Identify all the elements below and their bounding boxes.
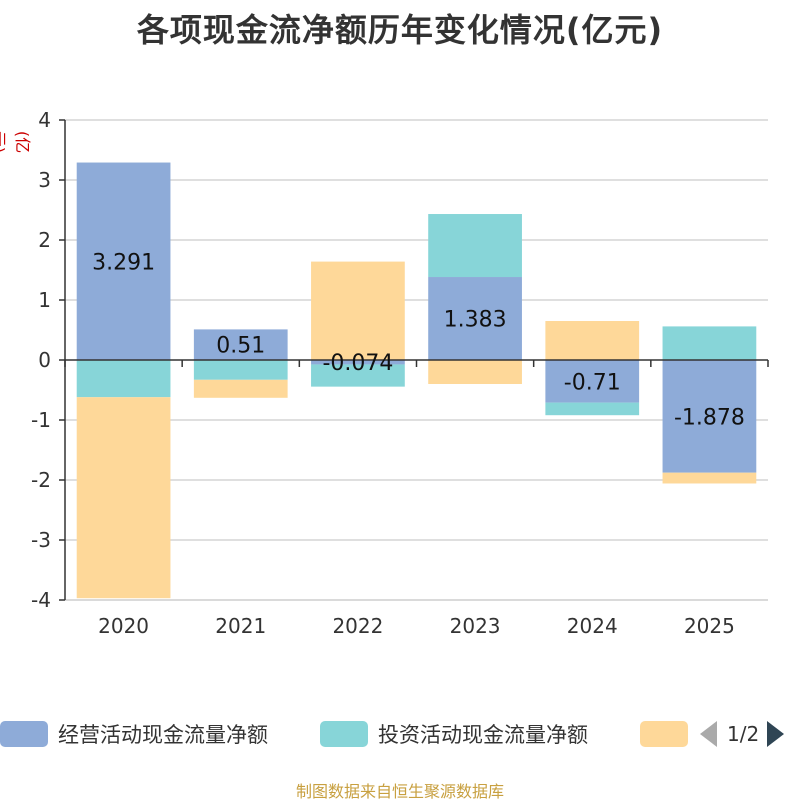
y-tick-label: 4 [38, 108, 51, 132]
grid-lines [65, 119, 768, 601]
stacked-bar-chart: 4 3 2 1 0 -1 -2 -3 -4 2020 2021 2022 2023 2024 2025 3.… [31, 108, 769, 638]
bar-2024-series-0 [545, 360, 640, 403]
x-tick-label: 2025 [684, 614, 735, 638]
x-tick-label: 2020 [98, 614, 149, 638]
legend-swatch-operating [0, 721, 48, 747]
bar-2024-series-1 [545, 402, 640, 416]
y-tick-label: -3 [31, 528, 51, 552]
legend: 经营活动现金流量净额 投资活动现金流量净额 [0, 716, 800, 756]
bar-2023-series-1 [428, 214, 522, 278]
data-label-2025: -1.878 [674, 405, 745, 430]
y-tick-label: 3 [38, 168, 51, 192]
bar-2021-series-0 [193, 329, 288, 360]
data-label-2021: 0.51 [216, 334, 265, 359]
legend-label: 经营活动现金流量净额 [58, 723, 268, 747]
bar-2022-series-1 [311, 364, 405, 387]
legend-swatch-investing [320, 721, 368, 747]
pager-next-icon[interactable] [767, 721, 785, 747]
x-tick-label: 2024 [567, 614, 618, 638]
y-tick-label: -4 [31, 588, 51, 612]
bar-2022-series-2 [311, 261, 405, 360]
bar-2024-series-2 [545, 321, 640, 360]
legend-item-operating[interactable]: 经营活动现金流量净额 [0, 716, 268, 752]
x-tick-label: 2021 [215, 614, 266, 638]
bar-2021-series-1 [193, 360, 288, 380]
y-tick-label: 0 [38, 348, 51, 372]
y-tick-label: -1 [31, 408, 51, 432]
source-note: 制图数据来自恒生聚源数据库 [295, 782, 504, 801]
bar-2025-series-0 [662, 360, 757, 473]
bar-2022-series-0 [311, 360, 405, 365]
chart-title: 各项现金流净额历年变化情况(亿元) [136, 11, 664, 49]
data-label-2022: -0.074 [322, 351, 393, 376]
x-tick-label: 2023 [450, 614, 501, 638]
legend-item-investing[interactable]: 投资活动现金流量净额 [320, 716, 588, 752]
bar-2020-series-0 [76, 162, 171, 360]
bar-2023-series-2 [428, 360, 522, 384]
bar-2025-series-1 [662, 326, 757, 360]
legend-label: 投资活动现金流量净额 [378, 723, 588, 747]
axes: 4 3 2 1 0 -1 -2 -3 -4 2020 2021 2022 2023 2024 2025 [31, 108, 769, 638]
y-tick-label: 1 [38, 288, 51, 312]
legend-swatch-third [640, 721, 688, 747]
y-tick-label: 2 [38, 228, 51, 252]
y-tick-label: -2 [31, 468, 51, 492]
data-label-2023: 1.383 [444, 308, 507, 333]
bar-2020-series-2 [76, 397, 171, 599]
legend-item-third[interactable] [640, 716, 688, 752]
bar-2023-series-0 [428, 277, 522, 360]
x-tick-label: 2022 [332, 614, 383, 638]
bars [76, 162, 757, 599]
bar-2025-series-2 [662, 472, 757, 484]
data-label-2020: 3.291 [92, 250, 155, 275]
pager-page-number: 1/2 [727, 722, 760, 746]
data-labels: 3.291 0.51 -0.074 1.383 -0.71 -1.878 [92, 250, 745, 430]
bar-2021-series-2 [193, 379, 288, 398]
pager-prev-icon[interactable] [700, 721, 717, 747]
data-label-2024: -0.71 [564, 370, 621, 395]
bar-2020-series-1 [76, 360, 171, 398]
legend-pager: 1/2 [700, 716, 800, 752]
